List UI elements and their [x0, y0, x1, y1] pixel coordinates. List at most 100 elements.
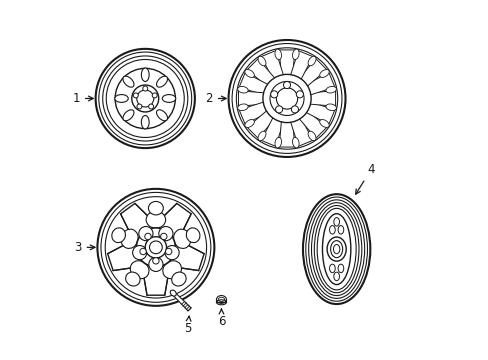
Circle shape	[144, 233, 151, 240]
Circle shape	[142, 86, 147, 91]
Text: 1: 1	[72, 92, 93, 105]
Circle shape	[159, 226, 173, 241]
Ellipse shape	[146, 211, 165, 228]
Circle shape	[132, 246, 146, 260]
Ellipse shape	[244, 120, 254, 127]
Polygon shape	[121, 203, 157, 242]
Text: 4: 4	[355, 163, 374, 194]
Ellipse shape	[173, 229, 190, 248]
Polygon shape	[299, 111, 326, 138]
Polygon shape	[172, 292, 191, 311]
Polygon shape	[239, 102, 267, 124]
Ellipse shape	[112, 228, 125, 243]
Circle shape	[136, 228, 175, 267]
Circle shape	[145, 237, 166, 258]
Ellipse shape	[307, 56, 315, 66]
Polygon shape	[154, 203, 191, 242]
Text: 6: 6	[217, 309, 225, 328]
Ellipse shape	[329, 226, 335, 234]
Polygon shape	[279, 50, 294, 76]
Ellipse shape	[237, 86, 247, 93]
Polygon shape	[238, 91, 264, 106]
Ellipse shape	[216, 296, 226, 303]
Ellipse shape	[274, 138, 281, 148]
Ellipse shape	[337, 226, 343, 234]
Ellipse shape	[325, 104, 336, 111]
Ellipse shape	[163, 261, 181, 279]
Circle shape	[160, 233, 167, 240]
Ellipse shape	[244, 69, 254, 77]
Ellipse shape	[333, 217, 339, 226]
Polygon shape	[107, 239, 144, 271]
Polygon shape	[167, 239, 203, 271]
Ellipse shape	[156, 76, 167, 87]
Circle shape	[97, 189, 214, 306]
Ellipse shape	[339, 245, 345, 253]
Circle shape	[283, 81, 290, 89]
Ellipse shape	[122, 110, 134, 121]
Circle shape	[152, 93, 157, 98]
Polygon shape	[246, 59, 274, 86]
Ellipse shape	[333, 272, 339, 281]
Ellipse shape	[121, 229, 138, 248]
Ellipse shape	[274, 49, 281, 59]
Ellipse shape	[292, 49, 299, 59]
Ellipse shape	[325, 86, 336, 93]
Ellipse shape	[327, 245, 333, 253]
Text: 2: 2	[205, 92, 225, 105]
Polygon shape	[261, 51, 283, 79]
Circle shape	[132, 85, 159, 112]
Ellipse shape	[319, 69, 328, 77]
Ellipse shape	[337, 264, 343, 273]
Ellipse shape	[125, 272, 140, 286]
Circle shape	[296, 91, 303, 98]
Circle shape	[228, 40, 345, 157]
Circle shape	[115, 68, 175, 129]
Circle shape	[148, 104, 153, 109]
Polygon shape	[290, 51, 312, 79]
Ellipse shape	[115, 95, 128, 102]
Circle shape	[291, 106, 298, 113]
Polygon shape	[246, 111, 274, 138]
Circle shape	[263, 75, 310, 123]
Ellipse shape	[141, 68, 149, 81]
Circle shape	[137, 104, 142, 109]
Circle shape	[96, 49, 195, 148]
Circle shape	[140, 248, 146, 255]
Ellipse shape	[156, 110, 167, 121]
Circle shape	[148, 257, 163, 271]
Circle shape	[270, 91, 277, 98]
Polygon shape	[309, 91, 335, 106]
Text: 5: 5	[183, 316, 191, 336]
Ellipse shape	[237, 104, 247, 111]
Polygon shape	[305, 102, 334, 124]
Circle shape	[133, 93, 138, 98]
Circle shape	[139, 226, 153, 241]
Ellipse shape	[141, 116, 149, 129]
Polygon shape	[290, 118, 312, 146]
Ellipse shape	[148, 202, 163, 215]
Ellipse shape	[326, 237, 346, 261]
Ellipse shape	[122, 76, 134, 87]
Text: 3: 3	[74, 241, 95, 254]
Polygon shape	[279, 122, 294, 147]
Ellipse shape	[258, 56, 265, 66]
Ellipse shape	[292, 138, 299, 148]
Ellipse shape	[186, 228, 200, 243]
Ellipse shape	[162, 95, 175, 102]
Circle shape	[152, 258, 159, 264]
Polygon shape	[239, 73, 267, 95]
Ellipse shape	[303, 194, 369, 304]
Circle shape	[165, 248, 172, 255]
Ellipse shape	[307, 131, 315, 141]
Polygon shape	[299, 59, 326, 86]
Circle shape	[275, 106, 282, 113]
Ellipse shape	[170, 290, 176, 296]
Ellipse shape	[130, 261, 149, 279]
Polygon shape	[305, 73, 334, 95]
Polygon shape	[142, 264, 170, 295]
Ellipse shape	[322, 214, 350, 284]
Polygon shape	[261, 118, 283, 146]
Ellipse shape	[171, 272, 186, 286]
Circle shape	[164, 246, 179, 260]
